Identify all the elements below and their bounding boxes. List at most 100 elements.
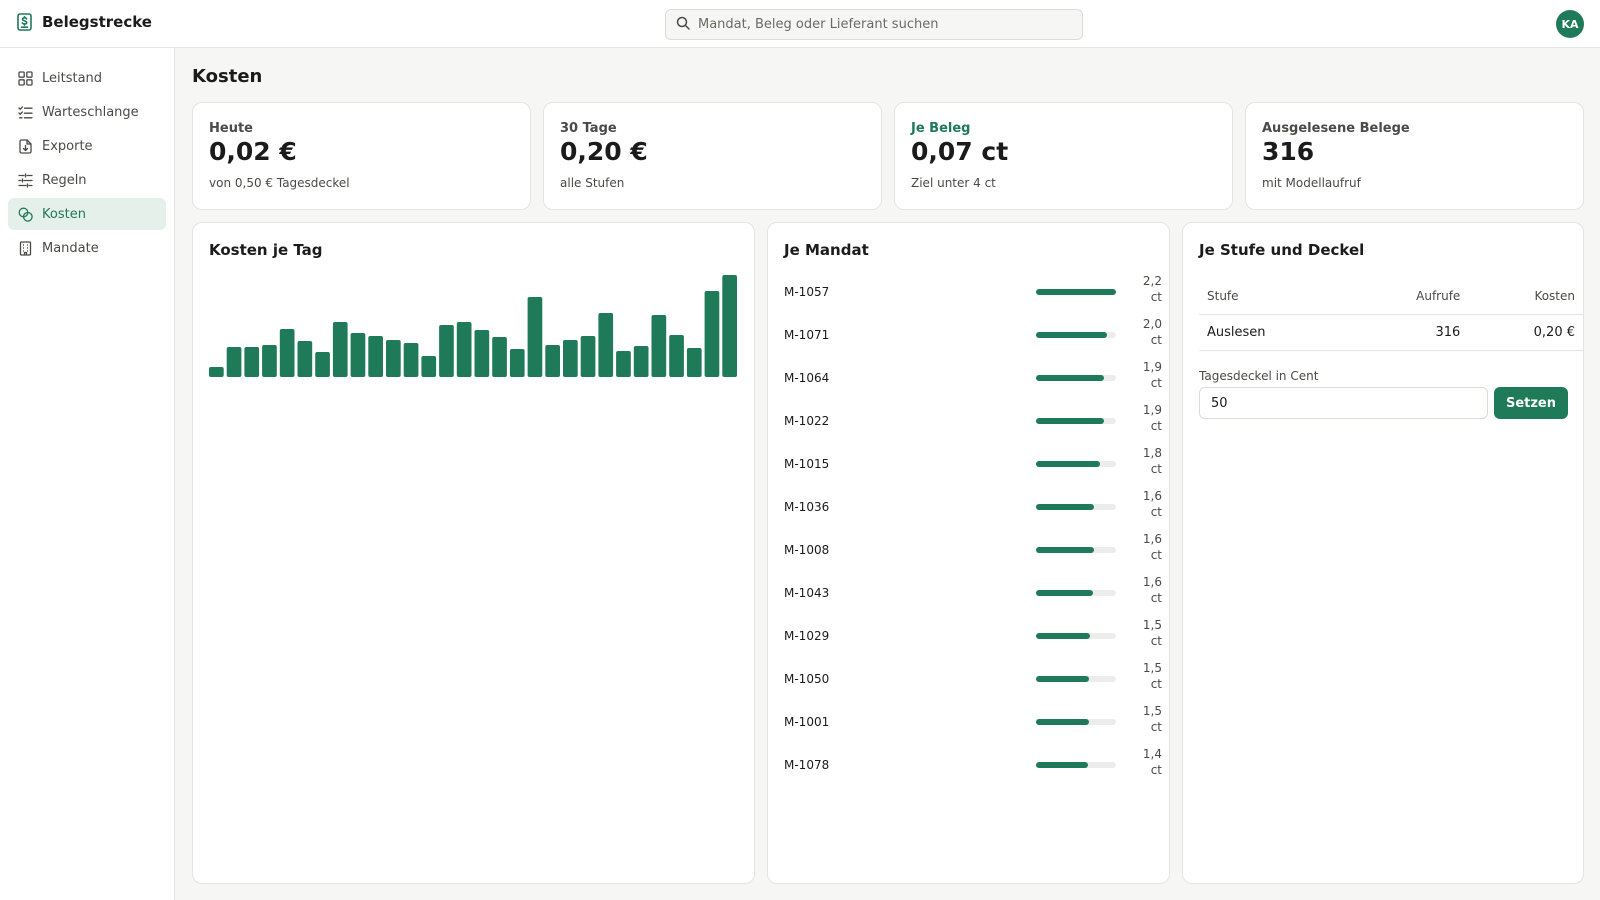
panel-title: Je Stufe und Deckel bbox=[1199, 241, 1365, 259]
sidebar: Leitstand Warteschlange Exporte Regeln bbox=[0, 48, 175, 900]
chart-bar[interactable] bbox=[421, 356, 437, 377]
mandate-cost-unit: ct bbox=[1150, 677, 1162, 691]
list-item[interactable]: M-1001 1,5 ct bbox=[784, 703, 1162, 746]
list-item[interactable]: M-1050 1,5 ct bbox=[784, 660, 1162, 703]
avatar[interactable]: KA bbox=[1556, 10, 1584, 38]
chart-bar[interactable] bbox=[368, 336, 383, 377]
cost-bar-track bbox=[1036, 418, 1116, 424]
set-cap-button[interactable]: Setzen bbox=[1494, 387, 1568, 419]
chart-bar[interactable] bbox=[386, 340, 401, 377]
sidebar-item-exporte[interactable]: Exporte bbox=[8, 130, 166, 162]
mandate-cost-unit: ct bbox=[1150, 376, 1162, 390]
daily-cap-input[interactable] bbox=[1199, 387, 1488, 419]
search-icon bbox=[676, 15, 690, 34]
stat-label: Ausgelesene Belege bbox=[1262, 121, 1410, 136]
search-input[interactable] bbox=[698, 17, 1068, 32]
mandate-cost: 1,4 ct bbox=[1130, 746, 1162, 778]
cost-bar-fill bbox=[1036, 719, 1089, 725]
stat-card-today: Heute 0,02 € von 0,50 € Tagesdeckel bbox=[192, 102, 531, 210]
chart-bar[interactable] bbox=[563, 340, 578, 377]
stat-card-documents-read: Ausgelesene Belege 316 mit Modellaufruf bbox=[1245, 102, 1584, 210]
mandate-cost-unit: ct bbox=[1150, 419, 1162, 433]
cost-bar-track bbox=[1036, 461, 1116, 467]
coins-icon bbox=[18, 207, 33, 222]
top-bar: Belegstrecke KA bbox=[0, 0, 1600, 48]
mandate-cost-value: 1,9 bbox=[1142, 403, 1162, 417]
sidebar-item-regeln[interactable]: Regeln bbox=[8, 164, 166, 196]
cost-bar-fill bbox=[1036, 289, 1116, 295]
chart-bar[interactable] bbox=[669, 335, 684, 377]
cost-bar-fill bbox=[1036, 461, 1100, 467]
mandate-cost-unit: ct bbox=[1150, 548, 1162, 562]
chart-bar[interactable] bbox=[580, 336, 596, 377]
chart-bar[interactable] bbox=[439, 325, 454, 377]
column-header-calls: Aufrufe bbox=[1348, 278, 1469, 315]
brand[interactable]: Belegstrecke bbox=[17, 13, 152, 31]
chart-bar[interactable] bbox=[722, 275, 737, 377]
chart-bar[interactable] bbox=[226, 347, 242, 377]
cost-bar-fill bbox=[1036, 504, 1094, 510]
chart-bar[interactable] bbox=[350, 333, 366, 377]
mandate-cost-value: 1,6 bbox=[1142, 575, 1162, 589]
chart-bar[interactable] bbox=[244, 347, 260, 377]
mandate-cost: 1,9 ct bbox=[1130, 402, 1162, 434]
mandate-cost-unit: ct bbox=[1150, 290, 1162, 304]
chart-bar[interactable] bbox=[279, 329, 295, 377]
list-item[interactable]: M-1078 1,4 ct bbox=[784, 746, 1162, 789]
table-row: Auslesen 316 0,20 € bbox=[1199, 314, 1583, 351]
cost-bar-fill bbox=[1036, 676, 1089, 682]
chart-bar[interactable] bbox=[492, 337, 507, 377]
chart-bar[interactable] bbox=[527, 297, 543, 377]
app-name: Belegstrecke bbox=[42, 13, 152, 31]
mandate-cost: 1,5 ct bbox=[1130, 660, 1162, 692]
cell-calls: 316 bbox=[1348, 314, 1469, 351]
column-header-cost: Kosten bbox=[1468, 278, 1583, 315]
list-item[interactable]: M-1064 1,9 ct bbox=[784, 359, 1162, 402]
chart-bar[interactable] bbox=[686, 348, 702, 377]
chart-bar[interactable] bbox=[209, 367, 224, 377]
chart-bar[interactable] bbox=[262, 345, 277, 377]
chart-bar[interactable] bbox=[509, 349, 525, 377]
sliders-icon bbox=[18, 172, 33, 188]
chart-bar[interactable] bbox=[651, 315, 667, 377]
cap-label: Tagesdeckel in Cent bbox=[1199, 369, 1319, 383]
stat-label: 30 Tage bbox=[560, 121, 617, 136]
list-item[interactable]: M-1043 1,6 ct bbox=[784, 574, 1162, 617]
chart-bar[interactable] bbox=[616, 351, 631, 377]
stat-subtext: von 0,50 € Tagesdeckel bbox=[209, 176, 350, 190]
list-item[interactable]: M-1071 2,0 ct bbox=[784, 316, 1162, 359]
chart-bar[interactable] bbox=[315, 352, 330, 377]
list-item[interactable]: M-1036 1,6 ct bbox=[784, 488, 1162, 531]
list-item[interactable]: M-1057 2,2 ct bbox=[784, 273, 1162, 316]
sidebar-item-mandate[interactable]: Mandate bbox=[8, 232, 166, 264]
cost-bar-fill bbox=[1036, 590, 1093, 596]
cost-bar-fill bbox=[1036, 332, 1107, 338]
mandate-id: M-1001 bbox=[784, 715, 830, 729]
cell-cost: 0,20 € bbox=[1468, 314, 1583, 351]
cost-bar-track bbox=[1036, 547, 1116, 553]
chart-bar[interactable] bbox=[704, 291, 720, 377]
list-item[interactable]: M-1029 1,5 ct bbox=[784, 617, 1162, 660]
chart-bar[interactable] bbox=[456, 322, 472, 377]
mandate-id: M-1078 bbox=[784, 758, 830, 772]
sidebar-item-leitstand[interactable]: Leitstand bbox=[8, 62, 166, 94]
chart-bar[interactable] bbox=[332, 322, 348, 377]
list-item[interactable]: M-1022 1,9 ct bbox=[784, 402, 1162, 445]
sidebar-item-warteschlange[interactable]: Warteschlange bbox=[8, 96, 166, 128]
sidebar-item-kosten[interactable]: Kosten bbox=[8, 198, 166, 230]
mandate-id: M-1064 bbox=[784, 371, 830, 385]
chart-bar[interactable] bbox=[545, 345, 560, 377]
mandate-cost-value: 1,6 bbox=[1142, 532, 1162, 546]
mandate-cost-value: 2,2 bbox=[1142, 274, 1162, 288]
chart-bar[interactable] bbox=[297, 341, 313, 377]
daily-cost-panel: Kosten je Tag bbox=[192, 222, 755, 884]
chart-bar[interactable] bbox=[598, 313, 614, 377]
list-item[interactable]: M-1008 1,6 ct bbox=[784, 531, 1162, 574]
chart-bar[interactable] bbox=[403, 343, 419, 377]
chart-bar[interactable] bbox=[474, 330, 490, 377]
chart-bar[interactable] bbox=[633, 346, 649, 377]
list-item[interactable]: M-1015 1,8 ct bbox=[784, 445, 1162, 488]
daily-cost-chart bbox=[209, 275, 737, 377]
sidebar-item-label: Mandate bbox=[42, 240, 99, 256]
search-box bbox=[665, 9, 1083, 40]
